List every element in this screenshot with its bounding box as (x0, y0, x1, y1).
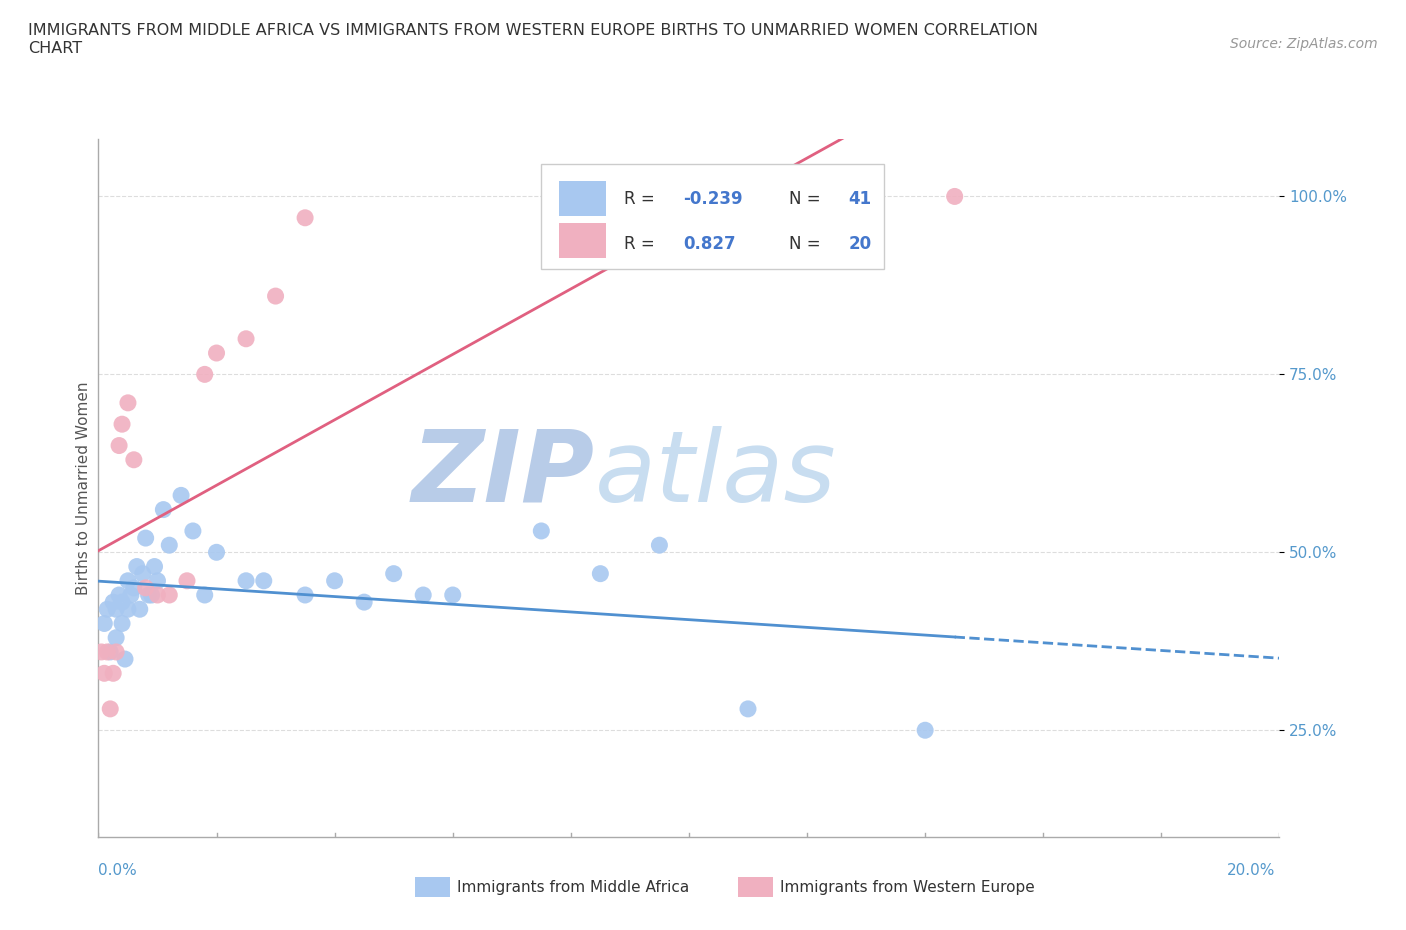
FancyBboxPatch shape (560, 223, 606, 259)
Text: -0.239: -0.239 (683, 190, 742, 207)
Point (105, 602, 128, 617)
Point (235, 573, 257, 588)
Point (90, 644, 112, 659)
Point (157, 588, 180, 603)
Text: Source: ZipAtlas.com: Source: ZipAtlas.com (1230, 37, 1378, 51)
Point (114, 652, 136, 667)
Text: R =: R = (624, 190, 659, 207)
Point (412, 588, 434, 603)
Text: N =: N = (789, 235, 827, 253)
Y-axis label: Births to Unmarried Women: Births to Unmarried Women (76, 381, 91, 595)
Point (264, 288, 287, 303)
Point (323, 573, 346, 588)
Point (111, 616, 134, 631)
Point (105, 631, 128, 645)
Point (170, 488, 193, 503)
Point (108, 588, 131, 603)
Text: 20: 20 (848, 235, 872, 253)
Point (382, 566, 405, 581)
Point (294, 210, 316, 225)
Point (128, 602, 150, 617)
Text: 0.827: 0.827 (683, 235, 735, 253)
Point (176, 573, 198, 588)
Point (152, 502, 174, 517)
Point (103, 594, 125, 609)
Point (146, 573, 169, 588)
Point (120, 588, 142, 603)
Point (122, 580, 145, 595)
Text: 20.0%: 20.0% (1227, 863, 1275, 878)
Point (122, 452, 145, 467)
Point (141, 588, 163, 603)
Point (235, 331, 257, 346)
Point (737, 701, 759, 716)
Point (98, 644, 121, 659)
Point (103, 666, 125, 681)
Point (194, 367, 217, 382)
Point (117, 573, 139, 588)
Point (111, 594, 134, 609)
Point (98, 701, 121, 716)
Point (530, 524, 553, 538)
Point (205, 545, 228, 560)
Point (93, 666, 115, 681)
Point (253, 573, 276, 588)
Point (117, 602, 139, 617)
Point (294, 588, 316, 603)
Point (589, 566, 612, 581)
Text: atlas: atlas (595, 426, 837, 523)
Point (93, 616, 115, 631)
Point (111, 417, 134, 432)
Point (943, 189, 966, 204)
Point (143, 559, 166, 574)
Text: 0.0%: 0.0% (98, 863, 138, 878)
FancyBboxPatch shape (541, 164, 884, 269)
Point (132, 566, 155, 581)
Point (96, 602, 118, 617)
Point (105, 644, 128, 659)
Text: N =: N = (789, 190, 827, 207)
Text: ZIP: ZIP (412, 426, 595, 523)
Point (441, 588, 464, 603)
Text: Immigrants from Middle Africa: Immigrants from Middle Africa (457, 880, 689, 895)
Point (146, 588, 169, 603)
Point (138, 588, 160, 603)
Point (914, 723, 936, 737)
Text: R =: R = (624, 235, 659, 253)
Point (108, 438, 131, 453)
Point (135, 531, 157, 546)
FancyBboxPatch shape (560, 181, 606, 217)
Point (353, 594, 375, 609)
Point (96, 644, 118, 659)
Point (205, 346, 228, 361)
Point (117, 395, 139, 410)
Point (157, 538, 180, 552)
Point (125, 559, 148, 574)
Text: Immigrants from Western Europe: Immigrants from Western Europe (780, 880, 1035, 895)
Point (135, 580, 157, 595)
Point (648, 538, 671, 552)
Text: IMMIGRANTS FROM MIDDLE AFRICA VS IMMIGRANTS FROM WESTERN EUROPE BIRTHS TO UNMARR: IMMIGRANTS FROM MIDDLE AFRICA VS IMMIGRA… (28, 23, 1038, 56)
Point (194, 588, 217, 603)
Text: 41: 41 (848, 190, 872, 207)
Point (181, 524, 204, 538)
